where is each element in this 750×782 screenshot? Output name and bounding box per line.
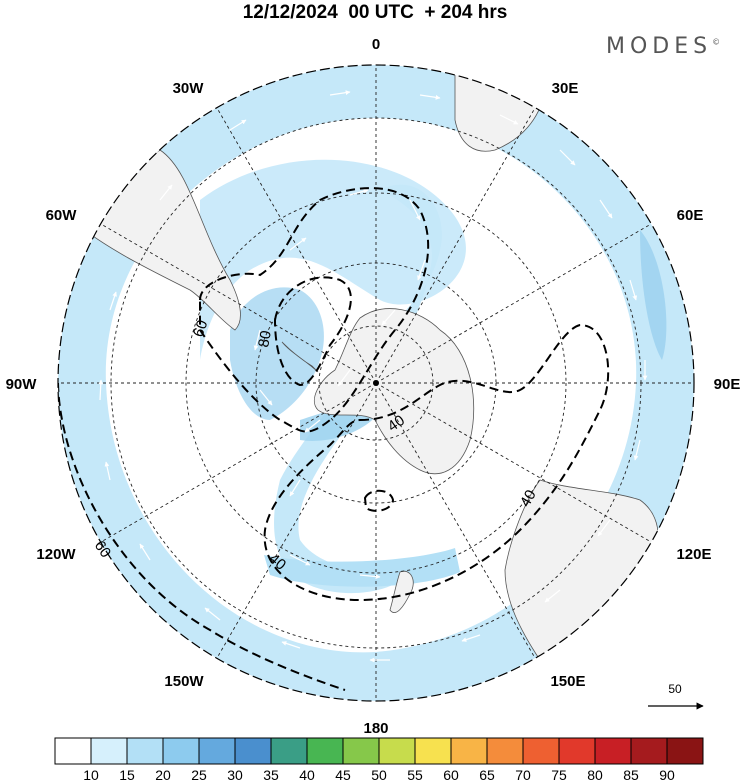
- colorbar: 10 15 20 25 30 35 40 45 50 55 60 65 70 75 80 85 90: [54, 737, 704, 782]
- reference-vector: 50: [648, 682, 704, 710]
- colorbar-swatch: [54, 737, 92, 765]
- lon-label-150e: 150E: [550, 673, 585, 690]
- antarctic-peninsula: [281, 341, 319, 373]
- colorbar-swatch: [630, 737, 668, 765]
- colorbar-label: 45: [335, 767, 351, 782]
- colorbar-label: 65: [479, 767, 495, 782]
- colorbar-label: 80: [587, 767, 603, 782]
- colorbar-swatch: [342, 737, 380, 765]
- map-boundary: [57, 64, 695, 702]
- reference-vector-label: 50: [668, 682, 682, 696]
- colorbar-swatch: [522, 737, 560, 765]
- colorbar-swatch: [270, 737, 308, 765]
- colorbar-swatch: [666, 737, 704, 765]
- new-zealand: [389, 570, 414, 613]
- lon-label-30w: 30W: [173, 80, 205, 97]
- colorbar-swatch: [414, 737, 452, 765]
- colorbar-swatch: [378, 737, 416, 765]
- colorbar-label: 10: [83, 767, 99, 782]
- lon-label-60w: 60W: [46, 207, 78, 224]
- lon-label-180: 180: [363, 720, 388, 737]
- lon-label-120e: 120E: [676, 546, 711, 563]
- colorbar-swatch: [234, 737, 272, 765]
- colorbar-label: 90: [659, 767, 675, 782]
- colorbar-swatch: [126, 737, 164, 765]
- colorbar-swatch: [198, 737, 236, 765]
- colorbar-label: 15: [119, 767, 135, 782]
- colorbar-swatch: [162, 737, 200, 765]
- colorbar-swatch: [558, 737, 596, 765]
- brand-name: MODES: [606, 34, 713, 59]
- contour-label: 60: [190, 318, 212, 339]
- lon-label-150w: 150W: [164, 673, 204, 690]
- colorbar-label: 50: [371, 767, 387, 782]
- colorbar-label: 55: [407, 767, 423, 782]
- contour-label: 80: [255, 329, 275, 348]
- colorbar-swatch: [486, 737, 524, 765]
- colorbar-swatch: [90, 737, 128, 765]
- colorbar-label: 30: [227, 767, 243, 782]
- colorbar-label: 25: [191, 767, 207, 782]
- colorbar-label: 60: [443, 767, 459, 782]
- colorbar-swatch: [306, 737, 344, 765]
- colorbar-label: 20: [155, 767, 171, 782]
- graticule: [58, 65, 694, 701]
- wind-vectors: [98, 90, 648, 663]
- isotach-contours: [58, 187, 610, 691]
- colorbar-label: 75: [551, 767, 567, 782]
- lon-label-120w: 120W: [36, 546, 76, 563]
- brand-copyright: ©: [712, 37, 721, 47]
- south-pole-marker: [373, 380, 379, 386]
- lon-label-90w: 90W: [6, 376, 38, 393]
- colorbar-label: 40: [299, 767, 315, 782]
- colorbar-label: 85: [623, 767, 639, 782]
- colorbar-label: 70: [515, 767, 531, 782]
- lon-label-90e: 90E: [714, 376, 741, 393]
- longitude-labels: 0 30E 60E 90E 120E 150E 180 150W 120W 90…: [6, 36, 741, 737]
- lon-label-60e: 60E: [677, 207, 704, 224]
- lon-label-30e: 30E: [552, 80, 579, 97]
- map-title: 12/12/2024 00 UTC + 204 hrs: [242, 2, 508, 23]
- contour-label: 40: [517, 487, 540, 510]
- contour-label: 60: [91, 538, 114, 561]
- contour-label: 40: [385, 412, 408, 435]
- colorbar-swatch: [594, 737, 632, 765]
- lon-label-0: 0: [372, 36, 380, 53]
- colorbar-swatch: [450, 737, 488, 765]
- colorbar-label: 35: [263, 767, 279, 782]
- brand-logo: MODES©: [606, 34, 720, 59]
